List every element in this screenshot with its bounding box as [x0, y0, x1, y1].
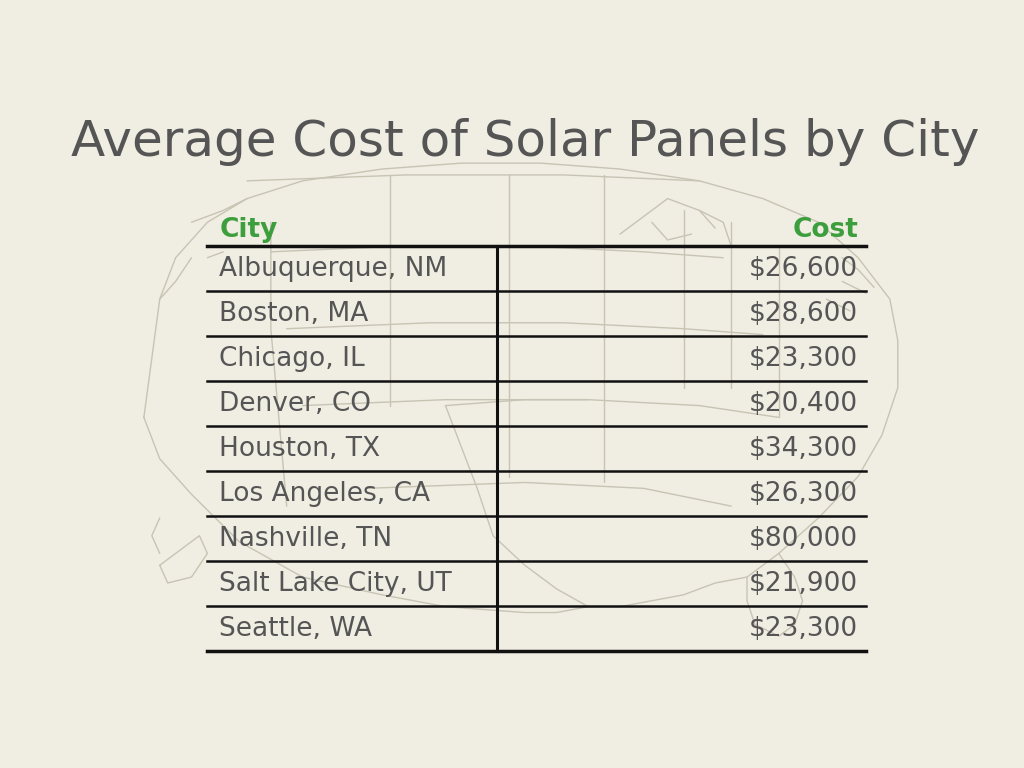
- Text: $21,900: $21,900: [749, 571, 858, 597]
- Text: $23,300: $23,300: [749, 615, 858, 641]
- Text: Los Angeles, CA: Los Angeles, CA: [219, 481, 430, 507]
- Text: Houston, TX: Houston, TX: [219, 435, 380, 462]
- Text: $26,600: $26,600: [749, 256, 858, 282]
- Text: $34,300: $34,300: [749, 435, 858, 462]
- Text: $23,300: $23,300: [749, 346, 858, 372]
- Text: Average Cost of Solar Panels by City: Average Cost of Solar Panels by City: [71, 118, 979, 167]
- Text: Nashville, TN: Nashville, TN: [219, 525, 392, 551]
- Text: $28,600: $28,600: [749, 301, 858, 326]
- Text: Seattle, WA: Seattle, WA: [219, 615, 373, 641]
- Text: Chicago, IL: Chicago, IL: [219, 346, 365, 372]
- Text: $20,400: $20,400: [749, 391, 858, 416]
- Text: Cost: Cost: [793, 217, 858, 243]
- Text: Salt Lake City, UT: Salt Lake City, UT: [219, 571, 452, 597]
- Text: Denver, CO: Denver, CO: [219, 391, 372, 416]
- Text: Albuquerque, NM: Albuquerque, NM: [219, 256, 447, 282]
- Text: City: City: [219, 217, 278, 243]
- Text: Boston, MA: Boston, MA: [219, 301, 369, 326]
- Text: $80,000: $80,000: [749, 525, 858, 551]
- Text: $26,300: $26,300: [749, 481, 858, 507]
